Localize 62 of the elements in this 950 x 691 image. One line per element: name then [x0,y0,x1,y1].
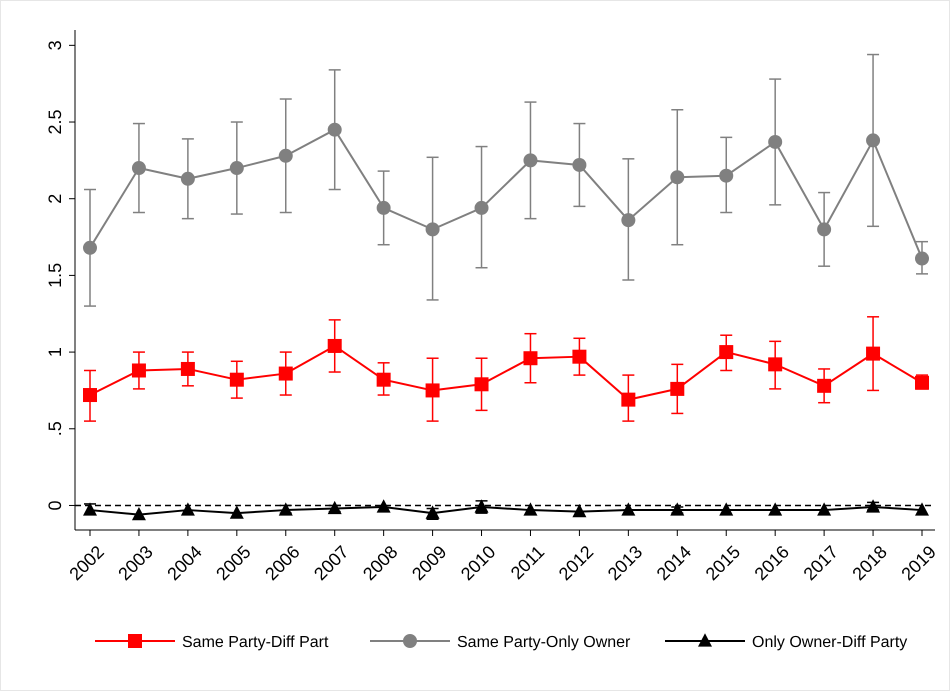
point [621,392,636,407]
point [523,351,538,366]
point [132,363,146,378]
point [230,161,244,176]
legend-label: Only Owner-Diff Party [752,634,908,651]
point [132,506,146,520]
point [768,502,782,516]
point [670,170,684,184]
point [866,499,880,513]
point [328,338,342,353]
point [230,505,244,519]
legend-label: Same Party-Diff Part [182,634,329,651]
point [132,161,146,176]
point [278,148,293,163]
point [670,382,684,396]
point [426,383,440,398]
point [376,372,391,387]
point [426,505,440,519]
point [915,502,929,516]
point [278,502,293,516]
point [180,502,195,516]
point [817,502,832,516]
point [474,377,489,392]
point [719,168,734,183]
y-tick-label: .5 [45,421,65,436]
point [866,133,880,148]
point [572,158,586,172]
point [670,502,684,516]
point [230,372,244,387]
point [523,502,538,516]
point [719,502,734,516]
point [376,499,391,513]
point [523,153,538,168]
point [278,366,293,381]
y-tick-label: 2 [45,194,65,204]
point [572,504,586,518]
point [572,350,586,364]
point [621,213,636,228]
legend-label: Same Party-Only Owner [457,634,632,651]
point [328,500,342,514]
y-tick-label: 2.5 [45,110,65,135]
point [621,502,636,516]
point [474,200,489,215]
point [426,222,440,236]
point [915,252,929,266]
point [83,240,97,255]
point [866,346,880,361]
point [328,122,342,137]
point [180,172,195,186]
y-tick-label: 0 [45,500,65,510]
point [83,502,97,516]
y-tick-label: 1.5 [45,262,65,288]
point [768,134,782,149]
point [180,362,195,376]
point [817,378,832,393]
point [817,222,832,236]
point [376,200,391,215]
point [83,388,97,402]
point [719,345,734,360]
point [768,357,782,372]
y-tick-label: 1 [45,347,65,358]
y-tick-label: 3 [45,40,65,50]
